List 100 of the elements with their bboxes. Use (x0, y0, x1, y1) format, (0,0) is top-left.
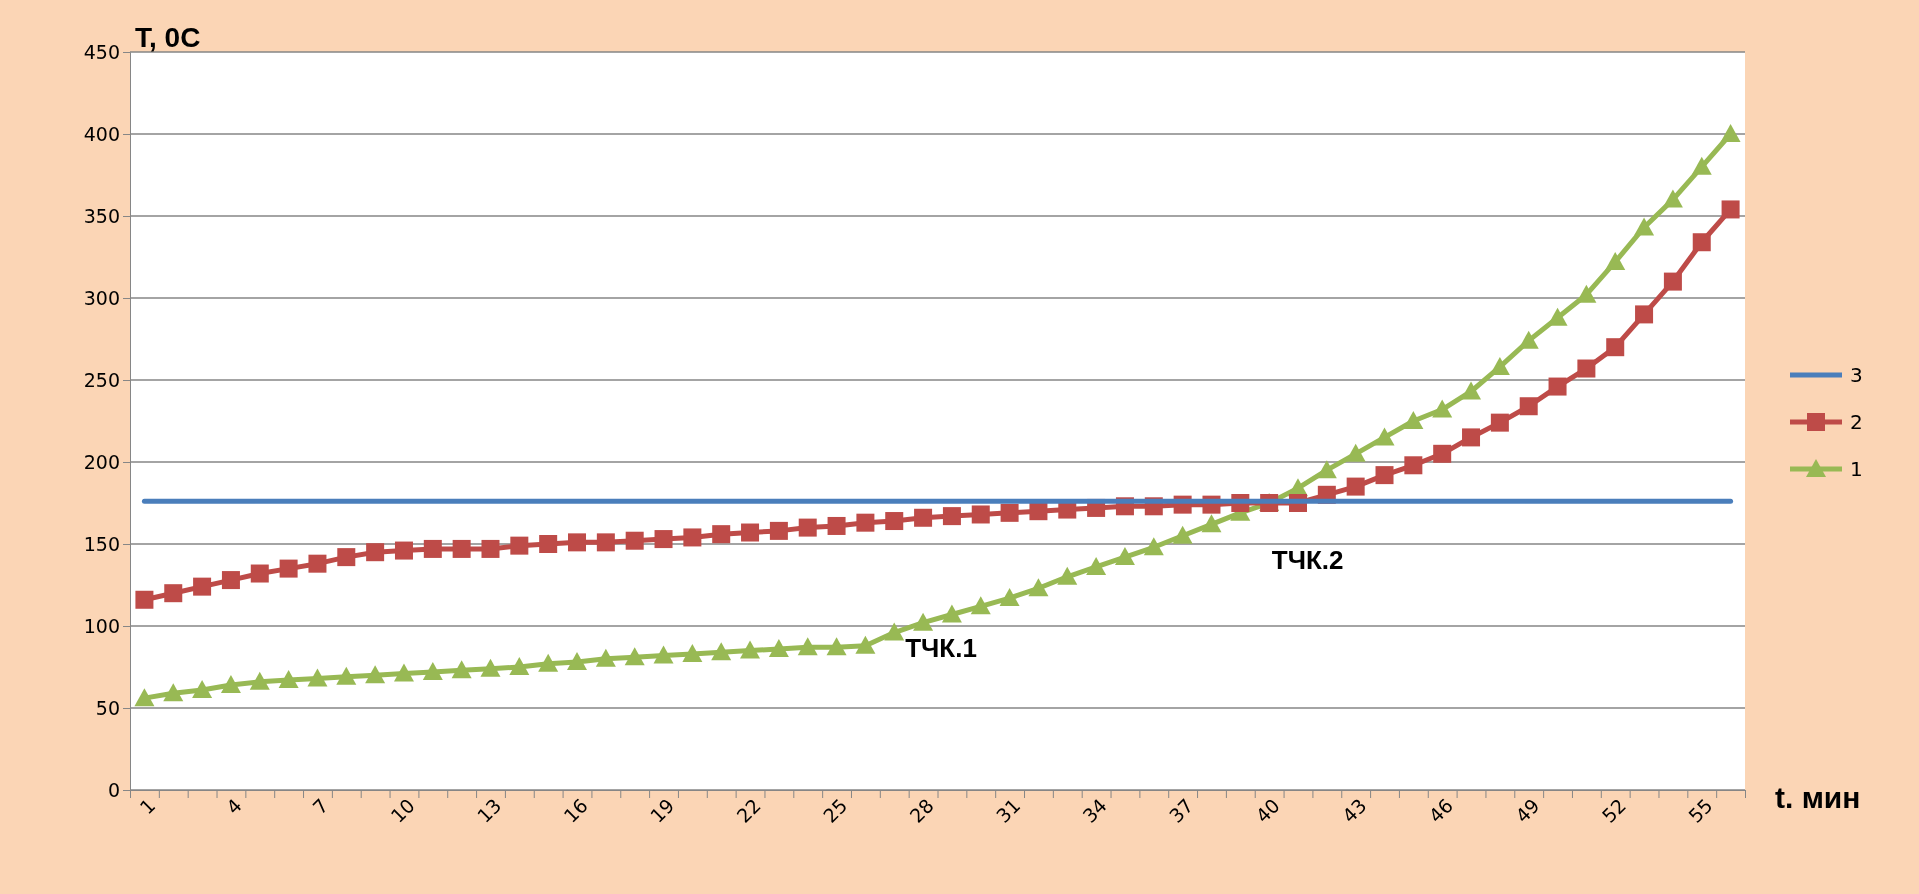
point (308, 554, 327, 573)
point (539, 535, 558, 553)
point (1606, 338, 1625, 357)
point (193, 577, 212, 596)
point (740, 640, 761, 659)
point (1576, 284, 1597, 303)
point (1374, 427, 1395, 446)
x-tick-label: 7 (308, 794, 333, 819)
point (1172, 525, 1193, 544)
point (827, 516, 846, 535)
y-tick-label: 400 (83, 122, 120, 145)
y-axis-title: T, 0C (135, 22, 201, 53)
point (134, 688, 155, 707)
point (1114, 547, 1135, 566)
point (510, 536, 529, 555)
annotation: ТЧК.1 (905, 633, 977, 664)
point (164, 584, 183, 603)
point (741, 523, 760, 542)
point (1375, 466, 1394, 485)
point (422, 661, 443, 680)
point (596, 533, 615, 552)
y-tick-label: 200 (83, 450, 120, 473)
y-tick-label: 50 (95, 696, 120, 719)
point (279, 559, 298, 578)
point (595, 648, 616, 667)
point (711, 642, 732, 661)
x-tick-label: 16 (559, 794, 592, 827)
point (856, 513, 875, 532)
point (884, 622, 905, 641)
point (624, 647, 645, 666)
point (278, 670, 299, 689)
point (1433, 444, 1452, 463)
point (913, 612, 934, 631)
point (1634, 217, 1655, 236)
point (1635, 305, 1654, 324)
point (394, 541, 413, 560)
x-tick-label: 1 (135, 794, 160, 819)
x-tick-label: 31 (991, 794, 1025, 827)
point (1519, 397, 1538, 416)
point (1316, 460, 1337, 479)
x-tick-label: 25 (818, 794, 852, 827)
point (1577, 359, 1596, 378)
y-tick-label: 150 (83, 532, 120, 555)
point (1518, 330, 1539, 349)
point (682, 643, 703, 662)
x-tick-label: 37 (1164, 794, 1198, 827)
point (423, 539, 442, 558)
point (885, 512, 904, 531)
x-tick-label: 22 (732, 794, 765, 827)
x-tick-label: 4 (221, 794, 246, 819)
point (538, 653, 559, 672)
point (481, 539, 500, 558)
point (855, 635, 876, 654)
point (797, 637, 818, 656)
point (163, 683, 184, 702)
y-tick-label: 250 (83, 368, 120, 391)
point (480, 658, 501, 677)
point (567, 652, 588, 671)
point (625, 531, 644, 550)
point (366, 543, 385, 562)
point (509, 657, 530, 675)
point (683, 528, 702, 547)
point (1662, 189, 1683, 208)
point (798, 518, 817, 537)
x-tick-label: 52 (1597, 794, 1631, 827)
x-tick-label: 34 (1078, 794, 1111, 827)
point (1000, 503, 1019, 522)
point (336, 666, 357, 685)
point (1548, 377, 1567, 396)
point (1461, 381, 1482, 400)
point (942, 507, 961, 526)
point (1547, 307, 1568, 326)
point (653, 645, 674, 664)
legend-label: 1 (1850, 457, 1863, 481)
point (914, 508, 933, 527)
point (1490, 413, 1509, 432)
point (1462, 428, 1481, 447)
y-tick-label: 0 (107, 778, 120, 801)
x-tick-label: 43 (1337, 794, 1371, 827)
point (1605, 251, 1626, 270)
annotation: ТЧК.2 (1271, 544, 1344, 575)
point (307, 668, 328, 687)
point (654, 530, 673, 549)
point (393, 663, 414, 682)
x-tick-label: 28 (905, 794, 938, 827)
y-tick-label: 300 (83, 286, 120, 309)
x-tick-label: 55 (1683, 794, 1717, 827)
point (1086, 556, 1107, 575)
point (1201, 514, 1222, 533)
point (1691, 156, 1712, 175)
point (1143, 537, 1164, 556)
point (999, 588, 1020, 607)
point (769, 521, 788, 540)
point (249, 671, 270, 690)
point (1404, 456, 1423, 475)
point (971, 505, 990, 524)
x-axis-title: t. мин (1775, 781, 1861, 814)
x-tick-label: 40 (1251, 794, 1285, 827)
point (135, 590, 154, 609)
point (451, 660, 472, 679)
